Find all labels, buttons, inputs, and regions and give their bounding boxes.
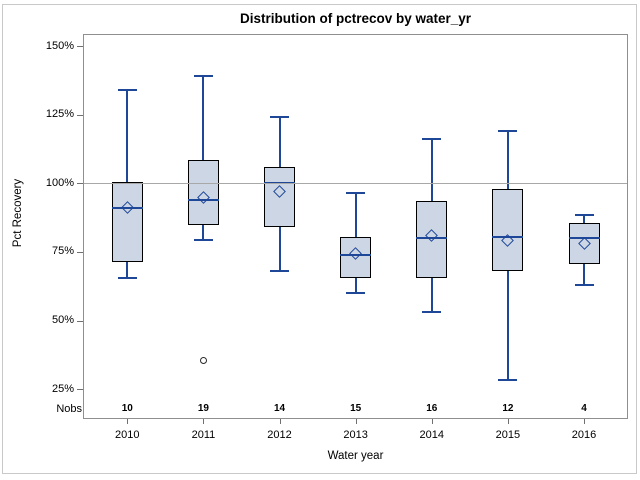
x-tick-mark <box>584 419 586 424</box>
median-line <box>492 235 524 238</box>
whisker-cap-bottom <box>346 292 366 295</box>
nobs-value: 14 <box>273 403 286 414</box>
x-tick-label: 2014 <box>419 429 444 441</box>
plot-area <box>83 34 628 419</box>
box <box>111 181 143 262</box>
whisker-cap-top <box>117 88 137 91</box>
y-tick-mark <box>77 46 83 47</box>
whisker-cap-bottom <box>270 270 290 273</box>
x-tick-label: 2011 <box>191 429 216 441</box>
whisker-cap-bottom <box>498 378 518 381</box>
y-tick-label: 125% <box>45 108 74 121</box>
whisker-line <box>202 76 205 240</box>
y-tick-mark <box>77 251 83 253</box>
whisker-cap-bottom <box>193 238 213 241</box>
x-tick-mark <box>203 419 205 424</box>
x-tick-label: 2016 <box>571 429 597 441</box>
box <box>492 188 524 272</box>
median-line <box>416 237 448 240</box>
x-axis-title: Water year <box>327 450 384 462</box>
box <box>187 159 219 225</box>
y-tick-label: 50% <box>51 314 74 327</box>
median-line <box>111 207 143 210</box>
median-line <box>187 198 219 201</box>
y-tick-mark <box>77 320 83 322</box>
nobs-value: 10 <box>121 403 133 414</box>
whisker-cap-bottom <box>117 277 137 280</box>
box <box>416 201 448 279</box>
y-tick-label: 150% <box>45 39 74 52</box>
x-tick-label: 2013 <box>343 429 368 441</box>
median-line <box>340 253 372 256</box>
nobs-value: 4 <box>581 403 587 414</box>
box <box>264 166 296 228</box>
y-tick-mark <box>77 183 83 185</box>
chart-title: Distribution of pctrecov by water_yr <box>239 11 472 26</box>
y-tick-label: 75% <box>51 245 74 258</box>
whisker-cap-top <box>193 75 213 78</box>
x-tick-label: 2010 <box>115 429 140 441</box>
box <box>568 223 600 265</box>
whisker-cap-bottom <box>574 283 594 286</box>
y-axis-title: Pct Recovery <box>12 178 24 248</box>
y-tick-mark <box>77 114 83 116</box>
x-tick-mark <box>431 419 433 424</box>
whisker-cap-top <box>346 191 366 194</box>
figure-border <box>2 4 637 474</box>
x-tick-label: 2012 <box>267 429 292 441</box>
box <box>340 236 372 279</box>
nobs-value: 19 <box>197 403 209 414</box>
x-tick-mark <box>355 419 357 424</box>
nobs-value: 15 <box>350 403 362 414</box>
nobs-row-label: Nobs <box>56 403 82 415</box>
x-tick-mark <box>507 419 509 424</box>
whisker-cap-top <box>422 138 442 141</box>
x-tick-mark <box>127 419 129 424</box>
whisker-cap-top <box>498 130 518 133</box>
reference-line <box>84 183 627 184</box>
nobs-value: 16 <box>426 403 438 414</box>
whisker-cap-top <box>270 116 290 119</box>
y-tick-mark <box>77 389 83 391</box>
outlier-point <box>199 356 207 364</box>
x-tick-label: 2015 <box>495 429 521 441</box>
x-tick-mark <box>279 419 281 424</box>
whisker-cap-bottom <box>422 311 442 314</box>
whisker-cap-top <box>574 213 594 216</box>
nobs-value: 12 <box>502 403 514 414</box>
y-tick-label: 25% <box>51 382 74 395</box>
y-tick-label: 100% <box>45 176 74 189</box>
median-line <box>568 237 600 240</box>
